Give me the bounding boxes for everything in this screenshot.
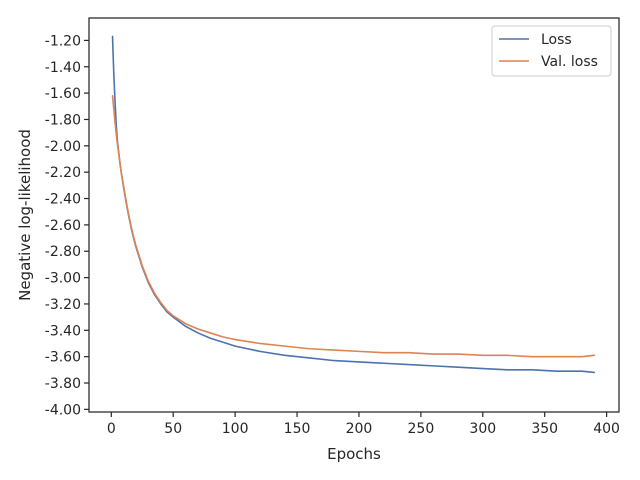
y-tick-label: -3.00 [45, 271, 81, 287]
x-axis-label: Epochs [327, 445, 381, 463]
x-tick-label: 100 [222, 421, 249, 437]
legend-label-loss: Loss [541, 32, 572, 48]
x-tick-label: 350 [531, 421, 558, 437]
x-tick-label: 200 [346, 421, 373, 437]
y-tick-label: -1.20 [45, 33, 81, 49]
legend: Loss Val. loss [491, 25, 612, 77]
x-tick-label: 300 [469, 421, 496, 437]
x-tick-label: 0 [107, 421, 116, 437]
series-layer [111, 35, 596, 374]
x-tick-label: 150 [284, 421, 311, 437]
plot-frame [88, 17, 620, 413]
plot-background [89, 18, 619, 412]
y-tick-label: -4.00 [45, 402, 81, 418]
y-tick-label: -3.20 [45, 297, 81, 313]
x-tick-label: 250 [408, 421, 435, 437]
x-axis: 0 50 100 150 200 250 300 350 400 [107, 412, 620, 437]
y-tick-label: -2.20 [45, 165, 81, 181]
x-tick-label: 400 [593, 421, 620, 437]
y-tick-label: -3.80 [45, 376, 81, 392]
y-tick-label: -2.00 [45, 139, 81, 155]
series-line-val-loss [111, 94, 596, 358]
y-axis: -1.20 -1.40 -1.60 -1.80 -2.00 -2.20 -2.40 -2.60… [45, 33, 89, 418]
y-axis-label: Negative log-likelihood [16, 129, 34, 301]
y-tick-label: -2.40 [45, 192, 81, 208]
y-tick-label: -3.60 [45, 350, 81, 366]
y-tick-label: -1.40 [45, 60, 81, 76]
legend-label-val-loss: Val. loss [541, 54, 598, 70]
y-tick-label: -2.80 [45, 244, 81, 260]
y-tick-label: -1.80 [45, 112, 81, 128]
x-tick-label: 50 [164, 421, 182, 437]
y-tick-label: -1.60 [45, 86, 81, 102]
y-tick-label: -2.60 [45, 218, 81, 234]
y-tick-label: -3.40 [45, 323, 81, 339]
